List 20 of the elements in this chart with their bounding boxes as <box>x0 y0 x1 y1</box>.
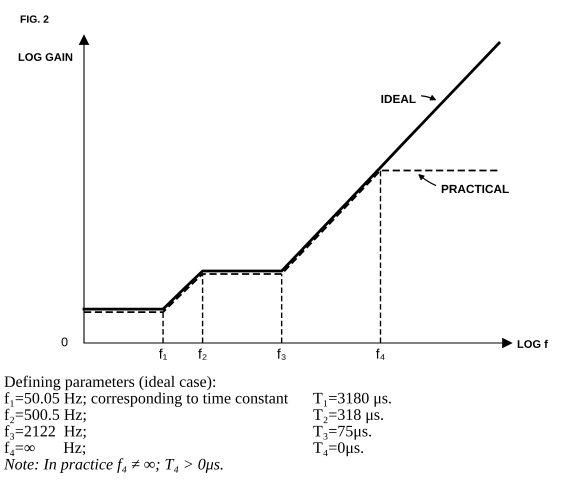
text: T₄=0μs. <box>313 442 364 456</box>
x-tick-label: f₁ <box>158 348 167 360</box>
x-axis-title: LOG f <box>518 340 548 348</box>
x-tick-label: f₂ <box>198 348 207 360</box>
series-label: PRACTICAL <box>442 184 509 194</box>
chart-title: FIG. 2 <box>20 15 49 23</box>
x-tick-label: f₃ <box>277 348 286 360</box>
text: Defining parameters (ideal case): <box>4 376 216 390</box>
text: Note: In practice f₄ ≠ ∞; T₄ > 0μs. <box>4 458 223 473</box>
legend-label: IDEAL <box>381 94 416 104</box>
y-axis-title: LOG GAIN <box>18 53 72 61</box>
text: f₁=50.05 Hz; corresponding to time constant <box>4 392 288 407</box>
text: f₂=500.5 Hz; <box>4 408 86 424</box>
x-tick-label: f₄ <box>376 348 385 360</box>
text: 0 <box>62 338 68 346</box>
text: T₁=3180 μs. <box>313 392 391 407</box>
text: f₃=2122 Hz; <box>4 425 86 440</box>
text: T₃=75μs. <box>313 426 372 440</box>
text: f₄=∞ Hz; <box>4 442 86 456</box>
text: T₂=318 μs. <box>313 409 384 424</box>
